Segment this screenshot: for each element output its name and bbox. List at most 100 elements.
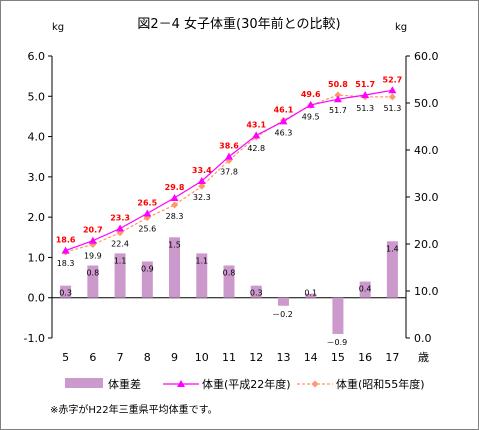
bar-data-label: －0.9 <box>327 338 348 347</box>
bar <box>250 285 262 298</box>
bar-data-label: 0.4 <box>359 285 372 294</box>
triangle-point <box>88 236 97 244</box>
h22-data-label: 52.7 <box>383 75 403 84</box>
triangle-point <box>306 100 315 108</box>
h22-data-label: 33.4 <box>192 166 212 175</box>
h22-data-label: 29.8 <box>165 183 185 192</box>
bar-data-label: 0.3 <box>59 289 72 298</box>
bar <box>332 297 344 334</box>
s55-data-label: 37.8 <box>220 167 238 176</box>
bar-data-label: 1.1 <box>114 256 127 265</box>
x-tick-label: 10 <box>195 351 209 364</box>
x-tick-label: 13 <box>276 351 290 364</box>
x-tick-label: 16 <box>358 351 372 364</box>
s55-data-label: 46.3 <box>275 128 293 137</box>
bar <box>87 265 99 298</box>
h22-data-label: 51.7 <box>355 80 375 89</box>
bar-data-label: 0.8 <box>86 268 99 277</box>
bar-data-label: 0.9 <box>141 264 154 273</box>
h22-data-label: 18.6 <box>56 236 76 245</box>
triangle-point <box>197 177 206 185</box>
chart-note: ※赤字がH22年三重県平均体重です。 <box>50 403 218 416</box>
h22-data-label: 26.5 <box>137 198 157 207</box>
bar <box>169 237 181 298</box>
x-tick-label: 7 <box>117 351 124 364</box>
left-tick-label: 0.0 <box>28 292 46 305</box>
x-tick-label: 15 <box>331 351 345 364</box>
bar-data-label: 1.4 <box>386 244 399 253</box>
x-tick-label: 12 <box>249 351 263 364</box>
x-tick-label: 6 <box>89 351 96 364</box>
h22-data-label: 49.6 <box>301 90 321 99</box>
diamond-point <box>334 91 342 99</box>
s55-data-label: 22.4 <box>111 240 129 249</box>
x-tick-label: 9 <box>171 351 178 364</box>
s55-data-label: 51.7 <box>329 106 347 115</box>
left-tick-label: -1.0 <box>24 332 45 345</box>
legend-marker-diamond <box>311 380 319 388</box>
bar <box>305 293 317 298</box>
plot-layer: 6.05.04.03.02.01.00.0-1.060.050.040.030.… <box>24 50 439 364</box>
triangle-point <box>388 86 397 94</box>
x-tick-label: 17 <box>385 351 399 364</box>
triangle-point <box>361 91 370 99</box>
s55-data-label: 42.8 <box>247 144 265 153</box>
triangle-point <box>61 246 70 254</box>
bar <box>359 281 371 298</box>
diamond-point <box>198 182 206 190</box>
bar <box>277 297 289 306</box>
h22-data-label: 20.7 <box>83 226 103 235</box>
right-tick-label: 0.0 <box>414 332 432 345</box>
s55-data-label: 51.3 <box>356 104 374 113</box>
bar-data-label: 0.8 <box>223 268 236 277</box>
bar <box>114 253 126 298</box>
h22-data-label: 46.1 <box>274 105 294 114</box>
legend-swatch-bar <box>65 378 103 388</box>
diamond-point <box>388 93 396 101</box>
s55-data-label: 32.3 <box>193 193 211 202</box>
bar-data-label: 1.5 <box>168 240 181 249</box>
x-tick-label: 14 <box>304 351 318 364</box>
x-tick-label: 11 <box>222 351 236 364</box>
s55-data-label: 49.5 <box>302 112 320 121</box>
legend-label-s55: 体重(昭和55年度) <box>336 377 425 391</box>
legend-label-h22: 体重(平成22年度) <box>202 377 291 391</box>
left-axis-unit: kg <box>52 22 64 33</box>
s55-data-label: 19.9 <box>84 251 102 260</box>
bar <box>223 265 235 298</box>
h22-data-label: 23.3 <box>110 213 130 222</box>
triangle-point <box>225 152 233 160</box>
s55-data-label: 28.3 <box>166 212 184 221</box>
triangle-point <box>116 224 125 232</box>
s55-data-label: 18.3 <box>57 259 75 268</box>
triangle-point <box>170 193 179 201</box>
x-axis-unit: 歳 <box>418 351 429 364</box>
triangle-point <box>333 95 342 103</box>
right-tick-label: 50.0 <box>414 97 439 110</box>
diamond-point <box>171 201 179 209</box>
right-tick-label: 10.0 <box>414 285 439 298</box>
bar-data-label: 0.1 <box>304 289 317 298</box>
left-tick-label: 6.0 <box>28 50 46 63</box>
bar <box>141 261 153 298</box>
h22-data-label: 43.1 <box>246 120 266 129</box>
left-tick-label: 5.0 <box>28 90 46 103</box>
bar <box>386 241 398 298</box>
legend-marker-triangle <box>177 380 185 387</box>
left-tick-label: 4.0 <box>28 131 46 144</box>
bar-data-label: －0.2 <box>272 310 293 319</box>
x-tick-label: 8 <box>144 351 151 364</box>
s55-data-label: 25.6 <box>138 225 156 234</box>
right-tick-label: 60.0 <box>414 50 439 63</box>
x-tick-label: 5 <box>62 351 69 364</box>
right-axis-unit: kg <box>395 22 407 33</box>
left-tick-label: 3.0 <box>28 171 46 184</box>
legend-label-bar: 体重差 <box>108 377 141 391</box>
bar <box>60 285 72 298</box>
left-tick-label: 2.0 <box>28 211 46 224</box>
chart-title: 図2－4 女子体重(30年前との比較) <box>137 16 340 32</box>
right-tick-label: 20.0 <box>414 238 439 251</box>
legend: 体重差 体重(平成22年度) 体重(昭和55年度) <box>65 377 425 391</box>
